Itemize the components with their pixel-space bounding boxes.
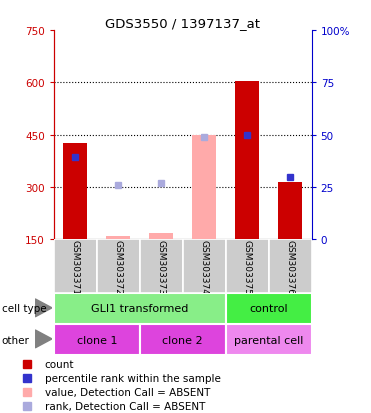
Bar bbox=[183, 240, 226, 293]
Text: GSM303372: GSM303372 bbox=[114, 239, 123, 294]
Bar bbox=[226, 293, 312, 324]
Text: GSM303371: GSM303371 bbox=[71, 239, 80, 294]
Text: control: control bbox=[249, 304, 288, 314]
Title: GDS3550 / 1397137_at: GDS3550 / 1397137_at bbox=[105, 17, 260, 30]
Bar bbox=[54, 293, 226, 324]
Polygon shape bbox=[35, 299, 52, 317]
Bar bbox=[278, 182, 302, 240]
Bar bbox=[226, 324, 312, 355]
Text: GLI1 transformed: GLI1 transformed bbox=[91, 304, 188, 314]
Text: other: other bbox=[2, 335, 30, 345]
Text: cell type: cell type bbox=[2, 304, 46, 314]
Bar bbox=[150, 233, 173, 240]
Text: value, Detection Call = ABSENT: value, Detection Call = ABSENT bbox=[45, 387, 210, 397]
Text: count: count bbox=[45, 359, 74, 369]
Bar bbox=[106, 237, 130, 240]
Bar bbox=[140, 324, 226, 355]
Text: clone 2: clone 2 bbox=[162, 335, 203, 345]
Text: parental cell: parental cell bbox=[234, 335, 303, 345]
Bar bbox=[54, 324, 140, 355]
Text: GSM303376: GSM303376 bbox=[286, 239, 295, 294]
Polygon shape bbox=[35, 330, 52, 348]
Bar bbox=[140, 240, 183, 293]
Text: clone 1: clone 1 bbox=[76, 335, 117, 345]
Text: percentile rank within the sample: percentile rank within the sample bbox=[45, 373, 221, 383]
Bar bbox=[193, 135, 216, 240]
Bar bbox=[97, 240, 140, 293]
Text: GSM303374: GSM303374 bbox=[200, 239, 209, 294]
Text: GSM303375: GSM303375 bbox=[243, 239, 252, 294]
Bar bbox=[54, 240, 97, 293]
Text: rank, Detection Call = ABSENT: rank, Detection Call = ABSENT bbox=[45, 401, 205, 411]
Bar bbox=[269, 240, 312, 293]
Bar bbox=[63, 144, 87, 240]
Text: GSM303373: GSM303373 bbox=[157, 239, 166, 294]
Bar bbox=[226, 240, 269, 293]
Bar bbox=[235, 81, 259, 240]
